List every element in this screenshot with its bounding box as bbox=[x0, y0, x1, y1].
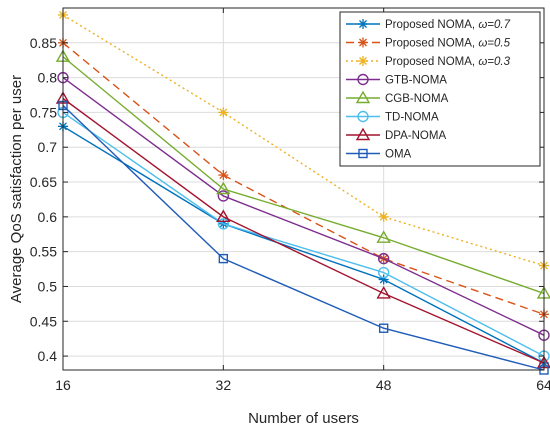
marker-stroke bbox=[359, 57, 367, 65]
legend-label-main: Proposed NOMA, bbox=[385, 56, 478, 68]
y-axis-title: Average QoS satisfaction per user bbox=[8, 75, 25, 303]
x-tick-label: 64 bbox=[536, 377, 550, 393]
legend-entry: Proposed NOMA, ω=0.3 bbox=[346, 56, 511, 68]
data-point bbox=[217, 218, 230, 230]
legend-label: Proposed NOMA, ω=0.3 bbox=[385, 56, 511, 68]
legend-marker bbox=[358, 148, 368, 159]
y-tick-label: 0.5 bbox=[38, 278, 58, 294]
series-line bbox=[62, 111, 545, 357]
data-point bbox=[376, 286, 391, 299]
y-tick-label: 0.65 bbox=[30, 174, 57, 190]
x-axis-title: Number of users bbox=[248, 410, 359, 427]
series-line bbox=[62, 104, 545, 371]
legend-label: OMA bbox=[385, 149, 412, 161]
legend-entry: OMA bbox=[346, 149, 412, 161]
x-tick-label: 16 bbox=[55, 377, 71, 393]
y-tick-label: 0.45 bbox=[30, 313, 57, 329]
legend-marker bbox=[357, 73, 369, 86]
data-point bbox=[217, 190, 230, 202]
legend-label: DPA-NOMA bbox=[385, 130, 446, 142]
legend-box bbox=[339, 11, 541, 167]
series-group bbox=[55, 9, 550, 375]
legend-entry: CGB-NOMA bbox=[346, 90, 449, 105]
legend-marker bbox=[358, 19, 368, 29]
data-point bbox=[218, 107, 229, 118]
plot-frame bbox=[62, 7, 545, 371]
x-tick-label: 48 bbox=[376, 377, 392, 393]
legend-label: Proposed NOMA, ω=0.5 bbox=[385, 38, 511, 50]
legend-label-omega: ω=0.5 bbox=[478, 38, 510, 50]
data-point bbox=[378, 211, 389, 222]
legend-marker bbox=[358, 37, 368, 48]
y-tick-label: 0.85 bbox=[30, 35, 57, 51]
marker-stroke bbox=[219, 171, 228, 180]
series-line bbox=[62, 97, 545, 364]
legend-marker bbox=[355, 90, 371, 104]
data-point bbox=[378, 323, 389, 333]
x-tick-label: 32 bbox=[216, 377, 232, 393]
series-7 bbox=[55, 91, 550, 369]
axis-ticks: 0.4 0.45 0.5 0.55 0.6 0.65 0.7 0.75 0.8 0.85 16 32 4… bbox=[30, 8, 550, 393]
legend-marker bbox=[358, 56, 368, 66]
legend-label: CGB-NOMA bbox=[385, 93, 449, 105]
legend-entry: DPA-NOMA bbox=[346, 127, 446, 142]
marker-stroke bbox=[359, 38, 367, 47]
legend-entry: TD-NOMA bbox=[346, 110, 439, 124]
legend-entry: GTB-NOMA bbox=[346, 73, 447, 87]
legend-label-main: Proposed NOMA, bbox=[385, 38, 478, 50]
legend-label-omega: ω=0.7 bbox=[478, 19, 510, 31]
series-line bbox=[62, 56, 545, 295]
data-point bbox=[377, 252, 390, 265]
legend-label: GTB-NOMA bbox=[385, 75, 447, 87]
data-point bbox=[218, 170, 229, 181]
series-line bbox=[62, 77, 545, 336]
series-line bbox=[62, 125, 545, 364]
y-tick-label: 0.75 bbox=[30, 104, 57, 120]
y-tick-label: 0.7 bbox=[38, 139, 58, 155]
marker-stroke bbox=[219, 108, 228, 117]
y-tick-label: 0.6 bbox=[38, 209, 58, 225]
series-line bbox=[62, 42, 545, 315]
data-point bbox=[377, 266, 390, 279]
legend-label: TD-NOMA bbox=[385, 112, 439, 124]
data-point bbox=[376, 230, 391, 243]
y-tick-label: 0.4 bbox=[38, 348, 58, 364]
legend-entry: Proposed NOMA, ω=0.7 bbox=[346, 19, 511, 31]
marker-stroke bbox=[359, 20, 367, 28]
y-tick-label: 0.55 bbox=[30, 244, 57, 260]
marker-stroke bbox=[379, 212, 388, 221]
data-point bbox=[216, 181, 231, 195]
legend-label-omega: ω=0.3 bbox=[478, 56, 510, 68]
data-point bbox=[216, 209, 231, 223]
legend-marker bbox=[357, 110, 369, 123]
legend-label: Proposed NOMA, ω=0.7 bbox=[385, 19, 511, 31]
legend-label-main: Proposed NOMA, bbox=[385, 19, 478, 31]
legend-entry: Proposed NOMA, ω=0.5 bbox=[346, 37, 511, 50]
data-point bbox=[218, 253, 229, 264]
legend-marker bbox=[355, 127, 371, 141]
y-tick-label: 0.8 bbox=[38, 70, 58, 86]
